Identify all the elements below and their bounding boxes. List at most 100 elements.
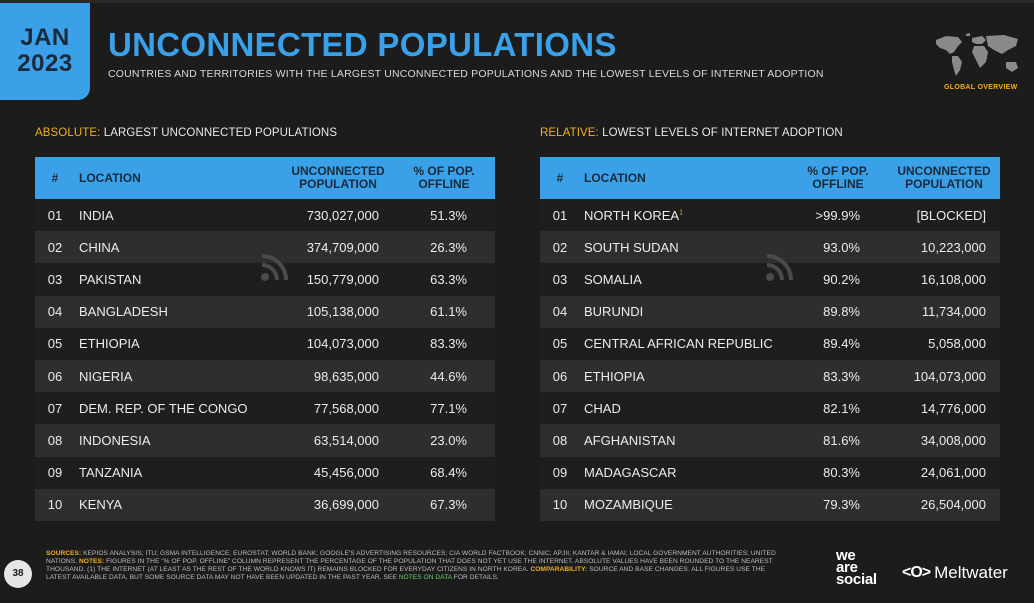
location-text: CHAD	[584, 400, 621, 416]
column-header-pct-offline: % OF POP. OFFLINE	[788, 157, 888, 199]
population-cell: 374,709,000	[283, 231, 393, 264]
location-cell: NIGERIA	[75, 359, 283, 393]
date-month: JAN	[20, 24, 70, 51]
pct-offline-cell: 83.3%	[788, 359, 888, 393]
rank-cell: 09	[540, 456, 580, 489]
rank-cell: 07	[540, 392, 580, 425]
table-row: 01 NORTH KOREA1 >99.9% [BLOCKED]	[540, 199, 1000, 232]
column-header-population: UNCONNECTED POPULATION	[888, 157, 1000, 199]
page-title: UNCONNECTED POPULATIONS	[108, 26, 617, 63]
table-row: 03 SOMALIA 90.2% 16,108,000	[540, 263, 1000, 296]
left-table: # LOCATION UNCONNECTED POPULATION % OF P…	[35, 157, 495, 521]
location-cell: SOUTH SUDAN	[580, 231, 788, 264]
table-row: 02 SOUTH SUDAN 93.0% 10,223,000	[540, 231, 1000, 264]
pct-offline-cell: 23.0%	[393, 424, 495, 457]
population-cell: 11,734,000	[888, 295, 1000, 328]
table-row: 08 INDONESIA 63,514,000 23.0%	[35, 424, 495, 457]
pct-offline-cell: 89.4%	[788, 327, 888, 360]
population-cell: 34,008,000	[888, 424, 1000, 457]
table-row: 06 NIGERIA 98,635,000 44.6%	[35, 359, 495, 393]
population-cell: 77,568,000	[283, 392, 393, 425]
table-row: 08 AFGHANISTAN 81.6% 34,008,000	[540, 424, 1000, 457]
footnote-marker: 1	[679, 209, 684, 217]
location-text: SOUTH SUDAN	[584, 239, 679, 255]
location-text: NORTH KOREA	[584, 207, 680, 223]
table-row: 03 PAKISTAN 150,779,000 63.3%	[35, 263, 495, 296]
date-year: 2023	[17, 50, 73, 77]
rank-cell: 01	[35, 199, 75, 232]
meltwater-logo: <O> Meltwater	[902, 563, 1008, 583]
location-text: MADAGASCAR	[584, 465, 677, 481]
table-row: 10 KENYA 36,699,000 67.3%	[35, 488, 495, 521]
location-cell: ETHIOPIA	[580, 359, 788, 393]
left-heading-text: LARGEST UNCONNECTED POPULATIONS	[103, 127, 338, 139]
signal-watermark-icon	[766, 254, 793, 281]
population-cell: 104,073,000	[888, 359, 1000, 393]
pct-offline-cell: 51.3%	[393, 199, 495, 232]
location-cell: CHAD	[580, 392, 788, 425]
location-cell: TANZANIA	[75, 456, 283, 489]
table-row: 05 CENTRAL AFRICAN REPUBLIC 89.4% 5,058,000	[540, 327, 1000, 360]
table-row: 04 BURUNDI 89.8% 11,734,000	[540, 295, 1000, 328]
notes-text: FIGURES IN THE "% OF POP. OFFLINE" COLUM…	[46, 558, 773, 573]
footnote: SOURCES: KEPIOS ANALYSIS; ITU; GSMA INTE…	[46, 550, 786, 582]
table-row: 07 CHAD 82.1% 14,776,000	[540, 392, 1000, 425]
rank-cell: 02	[35, 231, 75, 264]
location-cell: DEM. REP. OF THE CONGO	[75, 392, 283, 425]
location-cell: CENTRAL AFRICAN REPUBLIC	[580, 327, 788, 360]
logo-line-1: we	[836, 547, 856, 564]
column-header-rank: #	[35, 157, 75, 199]
rank-cell: 04	[540, 295, 580, 328]
table-row: 06 ETHIOPIA 83.3% 104,073,000	[540, 359, 1000, 393]
table-row: 05 ETHIOPIA 104,073,000 83.3%	[35, 327, 495, 360]
rank-cell: 07	[35, 392, 75, 425]
population-cell: 24,061,000	[888, 456, 1000, 489]
pct-offline-cell: 79.3%	[788, 488, 888, 521]
pct-offline-cell: 80.3%	[788, 456, 888, 489]
rank-cell: 05	[540, 327, 580, 360]
location-text: ETHIOPIA	[584, 368, 645, 384]
rank-cell: 06	[35, 359, 75, 393]
notes-on-data-link[interactable]: NOTES ON DATA	[398, 574, 452, 581]
rank-cell: 04	[35, 295, 75, 328]
table-header-row: # LOCATION % OF POP. OFFLINE UNCONNECTED…	[540, 157, 1000, 199]
column-header-location: LOCATION	[580, 157, 788, 199]
right-heading-text: LOWEST LEVELS OF INTERNET ADOPTION	[602, 127, 843, 139]
location-cell: INDONESIA	[75, 424, 283, 457]
logo-line-3: social	[836, 571, 877, 588]
meltwater-logo-icon: <O>	[902, 564, 931, 581]
rank-cell: 06	[540, 359, 580, 393]
location-text: MOZAMBIQUE	[584, 497, 673, 513]
footnote-end-text: FOR DETAILS.	[453, 574, 499, 581]
pct-offline-cell: 82.1%	[788, 392, 888, 425]
population-cell: 150,779,000	[283, 263, 393, 296]
logo-line-2: are	[836, 559, 858, 576]
table-header-row: # LOCATION UNCONNECTED POPULATION % OF P…	[35, 157, 495, 199]
we-are-social-logo: we are social	[836, 547, 877, 588]
location-text: SOMALIA	[584, 271, 642, 287]
rank-cell: 02	[540, 231, 580, 264]
rank-cell: 08	[540, 424, 580, 457]
page-subtitle: COUNTRIES AND TERRITORIES WITH THE LARGE…	[108, 68, 824, 80]
sources-text: KEPIOS ANALYSIS; ITU; GSMA INTELLIGENCE;…	[46, 550, 776, 565]
population-cell: 105,138,000	[283, 295, 393, 328]
right-section-heading: RELATIVE: LOWEST LEVELS OF INTERNET ADOP…	[540, 127, 843, 139]
column-header-pct-offline: % OF POP. OFFLINE	[393, 157, 495, 199]
population-cell: 5,058,000	[888, 327, 1000, 360]
page-number: 38	[4, 560, 32, 588]
population-cell: 36,699,000	[283, 488, 393, 521]
sources-label: SOURCES:	[46, 550, 82, 557]
pct-offline-cell: 44.6%	[393, 359, 495, 393]
world-map-icon	[936, 33, 1018, 76]
column-header-population: UNCONNECTED POPULATION	[283, 157, 393, 199]
rank-cell: 05	[35, 327, 75, 360]
pct-offline-cell: 61.1%	[393, 295, 495, 328]
location-cell: MADAGASCAR	[580, 456, 788, 489]
global-overview-tag: GLOBAL OVERVIEW	[944, 84, 1018, 91]
location-cell: CHINA	[75, 231, 283, 264]
table-row: 04 BANGLADESH 105,138,000 61.1%	[35, 295, 495, 328]
date-badge: JAN 2023	[0, 3, 90, 100]
location-cell: BURUNDI	[580, 295, 788, 328]
table-row: 09 MADAGASCAR 80.3% 24,061,000	[540, 456, 1000, 489]
column-header-location: LOCATION	[75, 157, 283, 199]
